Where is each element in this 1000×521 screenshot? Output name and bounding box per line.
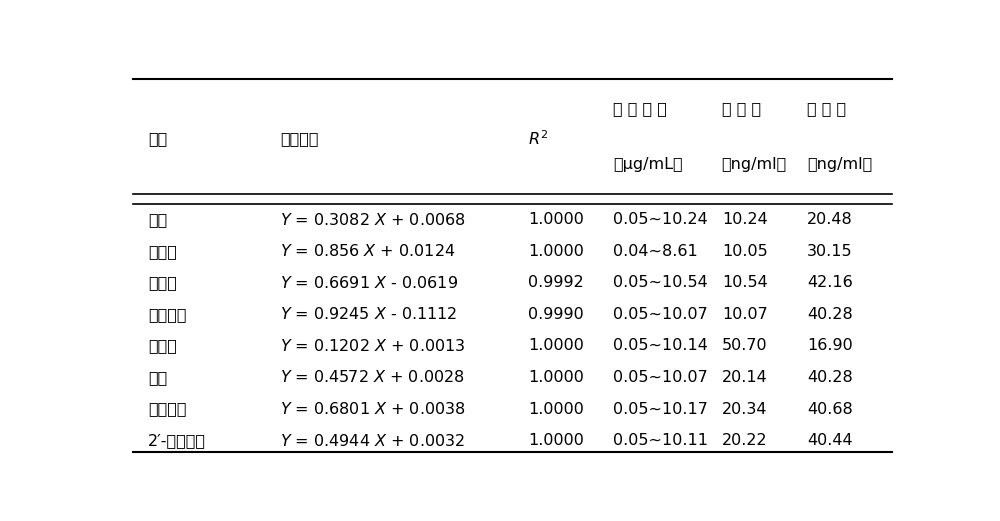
- Text: 50.70: 50.70: [722, 339, 767, 353]
- Text: 1.0000: 1.0000: [528, 433, 584, 448]
- Text: 1.0000: 1.0000: [528, 339, 584, 353]
- Text: 1.0000: 1.0000: [528, 244, 584, 258]
- Text: 回归方程: 回归方程: [280, 131, 318, 146]
- Text: 40.44: 40.44: [807, 433, 853, 448]
- Text: （ng/ml）: （ng/ml）: [807, 157, 872, 172]
- Text: $Y$ = 0.856 $X$ + 0.0124: $Y$ = 0.856 $X$ + 0.0124: [280, 243, 455, 259]
- Text: 1.0000: 1.0000: [528, 402, 584, 417]
- Text: 40.28: 40.28: [807, 370, 853, 385]
- Text: 20.14: 20.14: [722, 370, 768, 385]
- Text: 定 量 限: 定 量 限: [807, 101, 846, 116]
- Text: 0.05~10.11: 0.05~10.11: [613, 433, 708, 448]
- Text: 30.15: 30.15: [807, 244, 853, 258]
- Text: 0.9992: 0.9992: [528, 275, 584, 290]
- Text: $R^{2}$: $R^{2}$: [528, 129, 548, 148]
- Text: 10.07: 10.07: [722, 307, 768, 322]
- Text: 0.05~10.14: 0.05~10.14: [613, 339, 708, 353]
- Text: $Y$ = 0.4572 $X$ + 0.0028: $Y$ = 0.4572 $X$ + 0.0028: [280, 369, 465, 386]
- Text: 0.05~10.54: 0.05~10.54: [613, 275, 708, 290]
- Text: 10.24: 10.24: [722, 212, 768, 227]
- Text: 成分: 成分: [148, 131, 168, 146]
- Text: $Y$ = 0.3082 $X$ + 0.0068: $Y$ = 0.3082 $X$ + 0.0068: [280, 212, 466, 228]
- Text: 42.16: 42.16: [807, 275, 853, 290]
- Text: $Y$ = 0.4944 $X$ + 0.0032: $Y$ = 0.4944 $X$ + 0.0032: [280, 432, 465, 449]
- Text: （μg/mL）: （μg/mL）: [613, 157, 683, 172]
- Text: 检 出 限: 检 出 限: [722, 101, 761, 116]
- Text: 10.05: 10.05: [722, 244, 768, 258]
- Text: （ng/ml）: （ng/ml）: [722, 157, 787, 172]
- Text: 10.54: 10.54: [722, 275, 768, 290]
- Text: $Y$ = 0.6691 $X$ - 0.0619: $Y$ = 0.6691 $X$ - 0.0619: [280, 275, 458, 291]
- Text: 0.05~10.24: 0.05~10.24: [613, 212, 708, 227]
- Text: 次黄嘌呤: 次黄嘌呤: [148, 307, 187, 322]
- Text: 尿嘧啶: 尿嘧啶: [148, 244, 177, 258]
- Text: 1.0000: 1.0000: [528, 212, 584, 227]
- Text: 40.68: 40.68: [807, 402, 853, 417]
- Text: 20.22: 20.22: [722, 433, 767, 448]
- Text: 0.05~10.17: 0.05~10.17: [613, 402, 708, 417]
- Text: $Y$ = 0.9245 $X$ - 0.1112: $Y$ = 0.9245 $X$ - 0.1112: [280, 306, 457, 322]
- Text: 2′-脱氧尿苷: 2′-脱氧尿苷: [148, 433, 206, 448]
- Text: 胞苷: 胞苷: [148, 212, 168, 227]
- Text: 16.90: 16.90: [807, 339, 853, 353]
- Text: $Y$ = 0.6801 $X$ + 0.0038: $Y$ = 0.6801 $X$ + 0.0038: [280, 401, 466, 417]
- Text: 20.34: 20.34: [722, 402, 767, 417]
- Text: 线 性 范 围: 线 性 范 围: [613, 101, 667, 116]
- Text: 0.05~10.07: 0.05~10.07: [613, 370, 708, 385]
- Text: 40.28: 40.28: [807, 307, 853, 322]
- Text: 0.9990: 0.9990: [528, 307, 584, 322]
- Text: $Y$ = 0.1202 $X$ + 0.0013: $Y$ = 0.1202 $X$ + 0.0013: [280, 338, 466, 354]
- Text: 鸟嘌呤: 鸟嘌呤: [148, 275, 177, 290]
- Text: 1.0000: 1.0000: [528, 370, 584, 385]
- Text: 0.05~10.07: 0.05~10.07: [613, 307, 708, 322]
- Text: 黄嘌呤: 黄嘌呤: [148, 339, 177, 353]
- Text: 胸腺嘧啶: 胸腺嘧啶: [148, 402, 187, 417]
- Text: 20.48: 20.48: [807, 212, 853, 227]
- Text: 尿苷: 尿苷: [148, 370, 168, 385]
- Text: 0.04~8.61: 0.04~8.61: [613, 244, 698, 258]
